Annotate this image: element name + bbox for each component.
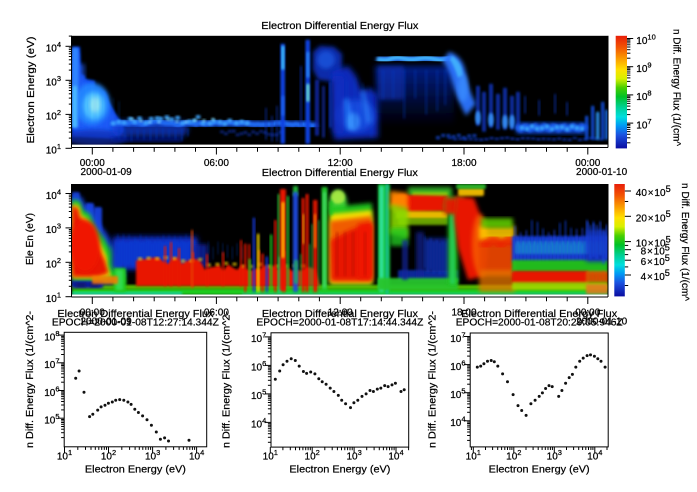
svg-text:101: 101	[46, 291, 61, 306]
svg-text:00:00: 00:00	[80, 158, 105, 169]
svg-text:102: 102	[46, 108, 61, 123]
svg-text:105: 105	[44, 412, 59, 427]
svg-text:104: 104	[46, 187, 61, 202]
svg-text:Electron Differential Energy F: Electron Differential Energy Flux	[261, 20, 419, 32]
svg-text:Electron Energy (eV): Electron Energy (eV)	[289, 464, 390, 476]
svg-text:18:00: 18:00	[451, 307, 476, 318]
svg-text:106: 106	[44, 384, 59, 399]
svg-text:107: 107	[44, 357, 59, 372]
svg-text:107: 107	[636, 117, 651, 132]
svg-text:1010: 1010	[636, 32, 655, 47]
svg-text:103: 103	[46, 74, 61, 89]
svg-text:12:00: 12:00	[328, 158, 353, 169]
svg-text:8 × 105: 8 × 105	[641, 243, 670, 258]
svg-text:105: 105	[251, 388, 266, 403]
svg-text:00:00: 00:00	[575, 158, 600, 169]
svg-text:104: 104	[450, 415, 465, 430]
svg-text:n Diff. Energy Flux (1/(cm^2-: n Diff. Energy Flux (1/(cm^2-	[221, 311, 232, 448]
svg-text:108: 108	[44, 329, 59, 344]
svg-text:12:00: 12:00	[328, 307, 353, 318]
svg-text:18:00: 18:00	[451, 158, 476, 169]
svg-text:Electron Differential Energy F: Electron Differential Energy Flux	[262, 167, 419, 179]
svg-text:109: 109	[636, 61, 651, 76]
svg-text:104: 104	[251, 416, 266, 431]
svg-text:2000-01-09: 2000-01-09	[81, 167, 133, 178]
svg-text:Electron Differential Energy F: Electron Differential Energy Flux	[461, 308, 618, 320]
svg-text:10 × 105: 10 × 105	[636, 234, 671, 249]
svg-text:n Diff. Energy Flux (1/(cm^: n Diff. Energy Flux (1/(cm^	[671, 29, 682, 146]
svg-text:101: 101	[46, 142, 61, 157]
svg-text:Electron Energy (eV): Electron Energy (eV)	[26, 37, 37, 144]
svg-text:20 × 105: 20 × 105	[636, 209, 671, 224]
svg-text:Electron Differential Energy F: Electron Differential Energy Flux	[57, 308, 214, 320]
svg-text:104: 104	[46, 40, 61, 55]
svg-text:103: 103	[46, 222, 61, 237]
svg-text:108: 108	[636, 89, 651, 104]
svg-text:102: 102	[46, 256, 61, 271]
svg-text:106: 106	[450, 358, 465, 373]
svg-text:105: 105	[450, 387, 465, 402]
svg-text:06:00: 06:00	[204, 307, 229, 318]
svg-text:2000-01-10: 2000-01-10	[576, 317, 628, 328]
svg-text:n Diff. Energy Flux (1/(cm^: n Diff. Energy Flux (1/(cm^	[679, 183, 690, 301]
svg-text:EPOCH=2000-01-08T20:29:05.946Z: EPOCH=2000-01-08T20:29:05.946Z	[456, 317, 624, 329]
svg-text:Ele En (eV): Ele En (eV)	[25, 213, 36, 265]
svg-text:40 × 105: 40 × 105	[636, 184, 671, 199]
svg-text:00:00: 00:00	[575, 307, 600, 318]
svg-text:Electron Energy (eV): Electron Energy (eV)	[85, 464, 186, 476]
svg-text:EPOCH=2000-01-08T12:27:14.344Z: EPOCH=2000-01-08T12:27:14.344Z	[52, 317, 220, 329]
svg-text:106: 106	[251, 359, 266, 374]
svg-text:n Diff. Energy Flux (1/(cm^2-: n Diff. Energy Flux (1/(cm^2-	[428, 311, 439, 448]
svg-text:2000-01-09: 2000-01-09	[81, 317, 133, 328]
svg-text:00:00: 00:00	[80, 307, 105, 318]
svg-text:107: 107	[251, 331, 266, 346]
svg-text:4 × 105: 4 × 105	[641, 268, 670, 283]
svg-text:107: 107	[450, 330, 465, 345]
svg-text:06:00: 06:00	[204, 158, 229, 169]
svg-text:n Diff. Energy Flux (1/(cm^2-: n Diff. Energy Flux (1/(cm^2-	[25, 311, 36, 448]
svg-text:Electron Differential Energy F: Electron Differential Energy Flux	[262, 308, 419, 320]
svg-text:2000-01-10: 2000-01-10	[576, 167, 628, 178]
svg-text:104: 104	[388, 448, 403, 463]
svg-text:Electron Energy (eV): Electron Energy (eV)	[489, 464, 590, 476]
svg-text:EPOCH=2000-01-08T17:14:44.344Z: EPOCH=2000-01-08T17:14:44.344Z	[256, 317, 424, 329]
svg-text:6 × 105: 6 × 105	[641, 253, 670, 268]
